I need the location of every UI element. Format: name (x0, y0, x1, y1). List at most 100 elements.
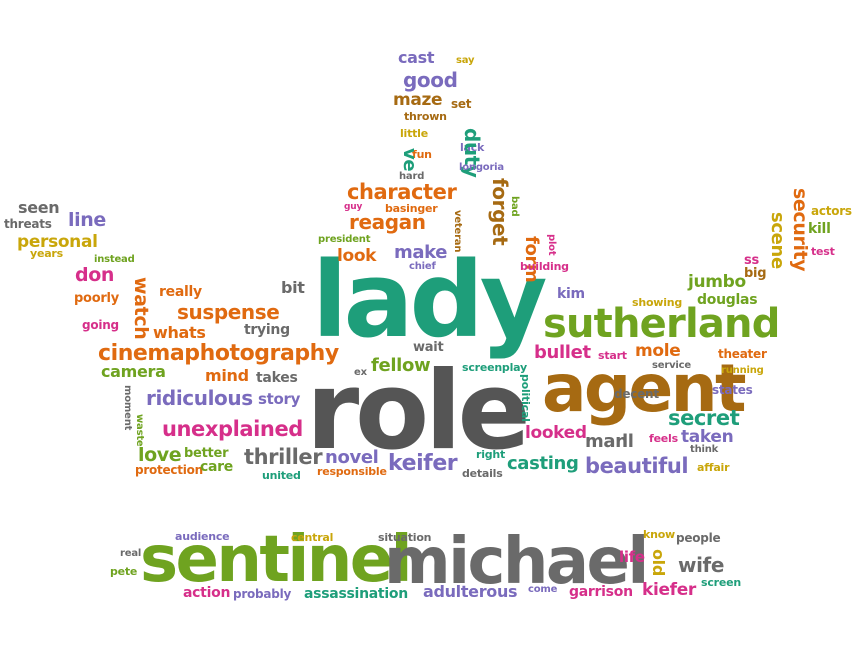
word-moment: moment (122, 385, 133, 431)
word-character: character (347, 180, 457, 204)
word-mole: mole (635, 341, 681, 361)
word-personal: personal (17, 232, 98, 252)
word-political: political (519, 374, 532, 422)
word-bit: bit (281, 278, 305, 297)
word-ll: ll (622, 431, 634, 452)
word-thriller: thriller (244, 445, 323, 469)
word-life: life (619, 548, 645, 566)
word-basinger: basinger (385, 202, 438, 215)
word-michael: michael (384, 525, 649, 599)
word-beautiful: beautiful (585, 454, 689, 478)
word-jumbo: jumbo (688, 272, 746, 292)
word-poorly: poorly (74, 291, 119, 306)
word-care: care (200, 459, 234, 475)
word-trying: trying (244, 322, 290, 338)
word-fellow: fellow (371, 355, 431, 376)
word-man: man (585, 431, 628, 452)
word-kill: kill (808, 221, 831, 237)
word-old: old (649, 549, 668, 576)
word-cast: cast (398, 48, 435, 67)
word-united: united (262, 469, 301, 482)
word-wait: wait (413, 340, 444, 355)
word-guy: guy (344, 202, 363, 212)
word-threats: threats (4, 217, 52, 231)
word-sentinel: sentinel (140, 523, 413, 597)
word-probably: probably (233, 587, 292, 601)
word-role: role (306, 349, 531, 474)
word-screenplay: screenplay (462, 361, 527, 374)
word-say: say (456, 55, 475, 66)
word-test: test (811, 245, 835, 258)
word-better: better (184, 446, 229, 461)
word-line: line (68, 209, 106, 231)
word-keifer: keifer (388, 451, 458, 476)
word-lack: lack (460, 141, 485, 154)
word-takes: takes (256, 370, 298, 386)
word-going: going (82, 318, 119, 332)
word-feels: feels (649, 432, 678, 445)
word-wife: wife (678, 553, 724, 577)
word-scene: scene (767, 212, 788, 269)
word-bullet: bullet (534, 342, 591, 363)
word-start: start (598, 349, 627, 362)
word-suspense: suspense (177, 300, 280, 324)
word-think: think (690, 444, 719, 455)
word-president: president (318, 234, 371, 245)
word-plot: plot (546, 234, 557, 256)
word-building: building (520, 260, 569, 273)
word-little: little (400, 127, 428, 140)
word-hard: hard (399, 171, 425, 182)
word-sutherland: sutherland (543, 301, 780, 347)
word-decent: decent (614, 387, 659, 401)
word-look: look (337, 246, 377, 266)
word-adulterous: adulterous (423, 582, 518, 601)
word-states: states (712, 383, 753, 397)
word-story: story (258, 390, 301, 408)
word-come: come (528, 584, 558, 595)
word-kim: kim (557, 286, 585, 302)
word-screen: screen (701, 576, 741, 589)
word-longoria: longoria (459, 162, 504, 173)
word-whats: whats (153, 323, 206, 342)
word-ve: ve (399, 148, 420, 172)
word-looked: looked (525, 423, 587, 443)
word-kiefer: kiefer (642, 580, 696, 600)
word-central: central (291, 531, 334, 544)
word-responsible: responsible (317, 465, 387, 478)
word-don: don (75, 264, 115, 286)
word-mind: mind (205, 366, 249, 385)
word-waste: waste (134, 414, 145, 447)
word-forget: forget (488, 178, 512, 246)
word-secret: secret (668, 406, 740, 430)
word-actors: actors (811, 204, 852, 218)
word-love: love (138, 444, 182, 466)
word-real: real (120, 548, 142, 559)
word-situation: situation (378, 531, 432, 544)
word-people: people (676, 531, 721, 545)
word-ss: ss (744, 253, 759, 268)
word-lady: lady (312, 239, 548, 361)
word-showing: showing (632, 296, 683, 309)
word-ex: ex (354, 367, 367, 378)
word-details: details (462, 467, 503, 480)
word-affair: affair (697, 461, 730, 474)
word-camera: camera (101, 362, 166, 381)
word-know: know (643, 528, 675, 541)
word-good: good (403, 68, 458, 92)
word-instead: instead (94, 254, 135, 265)
word-reagan: reagan (349, 210, 426, 234)
word-really: really (159, 284, 202, 300)
word-cinemaphotography: cinemaphotography (98, 341, 339, 366)
word-audience: audience (175, 530, 230, 543)
word-fun: fun (412, 148, 432, 161)
word-chief: chief (409, 261, 436, 272)
word-service: service (652, 360, 691, 371)
word-make: make (394, 242, 448, 263)
word-thrown: thrown (404, 110, 447, 123)
word-garrison: garrison (569, 584, 633, 600)
word-security: security (789, 188, 811, 272)
word-casting: casting (507, 453, 579, 474)
word-ridiculous: ridiculous (146, 386, 253, 410)
word-bad: bad (509, 196, 520, 217)
